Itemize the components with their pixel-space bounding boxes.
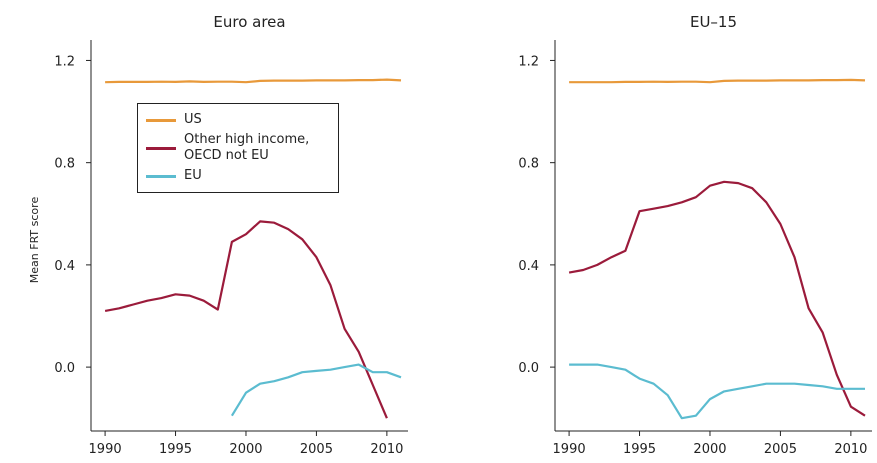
- series-line: [105, 78, 402, 84]
- y-tick-label: 0.0: [54, 361, 75, 376]
- legend-entry: Other high income, OECD not EU: [146, 132, 330, 164]
- legend-entry: US: [146, 112, 330, 128]
- y-tick-label: 0.8: [54, 157, 75, 172]
- series-line: [569, 363, 865, 420]
- legend-label: Other high income, OECD not EU: [184, 132, 310, 163]
- legend-swatch: [146, 146, 176, 150]
- legend: US Other high income, OECD not EU EU: [137, 103, 339, 193]
- legend-label: EU: [184, 168, 202, 183]
- legend-swatch: [146, 118, 176, 122]
- series-line: [569, 78, 866, 84]
- x-tick-label: 2010: [834, 442, 867, 457]
- y-axis-label: Mean FRT score: [28, 197, 41, 284]
- x-tick-label: 1990: [553, 442, 586, 457]
- legend-entry: EU: [146, 168, 330, 184]
- y-tick-label: 0.8: [518, 157, 539, 172]
- y-tick-label: 0.4: [54, 259, 75, 274]
- series-line: [230, 363, 402, 417]
- x-tick-label: 2010: [370, 442, 403, 457]
- x-tick-label: 2005: [300, 442, 333, 457]
- legend-swatch: [146, 174, 176, 178]
- x-tick-label: 1995: [623, 442, 656, 457]
- x-tick-label: 2000: [229, 442, 262, 457]
- y-tick-label: 0.4: [518, 259, 539, 274]
- x-tick-label: 2000: [693, 442, 726, 457]
- chart-title: EU–15: [690, 13, 737, 31]
- x-tick-label: 2005: [764, 442, 797, 457]
- chart-title: Euro area: [213, 13, 285, 31]
- legend-label: US: [184, 112, 202, 127]
- x-tick-label: 1990: [89, 442, 122, 457]
- series-line: [104, 220, 388, 419]
- y-tick-label: 0.0: [518, 361, 539, 376]
- x-tick-label: 1995: [159, 442, 192, 457]
- series-line: [568, 180, 866, 417]
- y-tick-label: 1.2: [54, 54, 75, 69]
- y-tick-label: 1.2: [518, 54, 539, 69]
